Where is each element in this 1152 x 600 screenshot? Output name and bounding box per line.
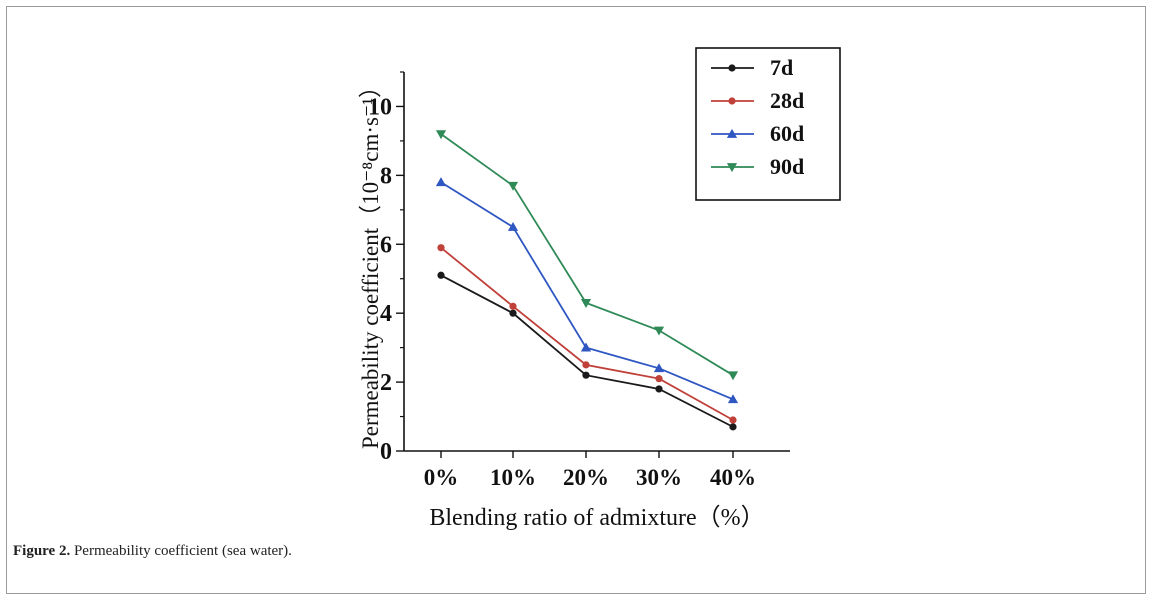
chart-legend: 7d 28d 60d 90d [695,47,841,201]
legend-label-90d: 90d [770,154,804,179]
data-point-90d [580,299,592,308]
data-point-90d [653,326,665,336]
legend-marker-7d [728,64,736,72]
chart-axes: 0 2 4 6 8 10 0% 10% 20% 30% 40% [368,71,790,490]
data-point-60d [580,342,592,352]
data-point-90d [435,130,447,140]
data-point-28d [437,244,445,252]
legend-marker-60d [726,128,738,138]
y-tick-label: 10 [368,94,392,120]
series-7d [437,271,737,431]
series-28d [437,244,737,424]
data-point-90d [507,181,519,191]
data-point-7d [582,371,590,379]
data-point-28d [582,361,590,369]
figure-caption-text: Permeability coefficient (sea water). [70,543,292,559]
y-tick-label: 4 [380,301,392,327]
data-point-7d [655,385,663,393]
data-point-28d [655,375,663,383]
series-layer [435,130,739,431]
y-tick-label: 8 [380,163,392,189]
series-line-90d [440,133,734,376]
x-tick-label: 10% [490,465,536,490]
legend-marker-90d [726,163,738,173]
data-point-28d [729,416,737,424]
x-tick-label: 40% [710,465,756,490]
figure-frame [6,6,1146,594]
legend-label-28d: 28d [770,88,804,113]
data-point-7d [729,423,737,431]
figure-label: Figure 2. [13,543,71,559]
figure-caption: Figure 2. Permeability coefficient (sea … [13,543,292,560]
data-point-60d [507,221,519,231]
data-point-28d [509,302,517,310]
series-90d [435,130,739,381]
series-line-28d [440,247,734,421]
x-tick-label: 30% [636,465,682,490]
x-tick-label: 0% [424,465,459,490]
legend-box [695,47,841,201]
x-tick-label: 20% [563,465,609,490]
data-point-60d [653,363,665,373]
data-point-90d [727,371,739,381]
y-axis-label: Permeability coefficient（10⁻⁸cm·s⁻¹） [358,75,383,449]
data-point-7d [437,271,445,279]
data-point-60d [435,177,447,187]
legend-marker-28d [728,97,736,105]
series-60d [435,177,739,404]
legend-label-7d: 7d [770,55,793,80]
data-point-60d [727,394,739,404]
x-axis-label: Blending ratio of admixture（%） [429,505,764,531]
data-point-7d [509,309,517,317]
y-tick-label: 2 [380,370,392,396]
legend-label-60d: 60d [770,121,804,146]
y-tick-label: 0 [380,439,392,465]
y-tick-label: 6 [380,232,392,258]
